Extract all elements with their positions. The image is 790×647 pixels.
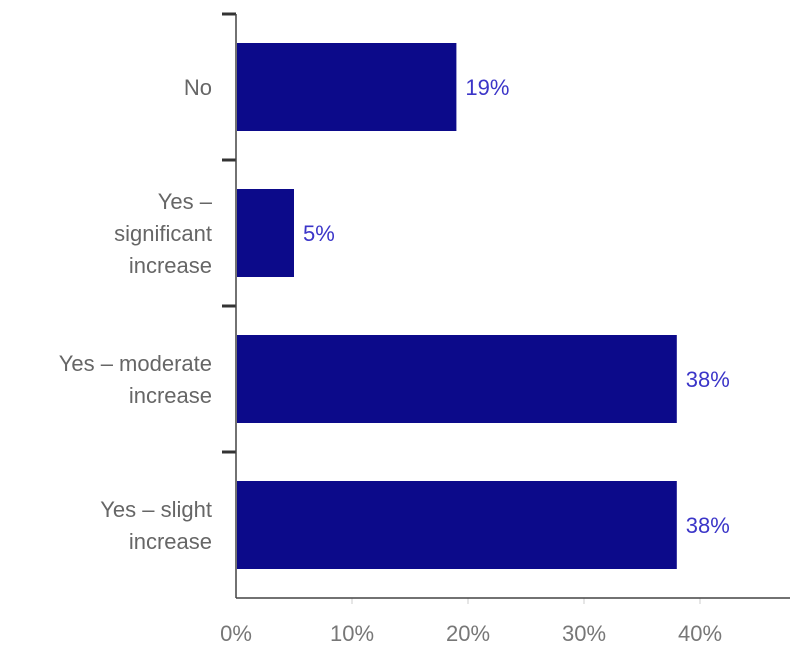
bar (237, 189, 294, 277)
bar-group (237, 43, 677, 569)
data-label: 19% (465, 75, 509, 100)
bar (237, 481, 677, 569)
category-label: No (184, 75, 212, 100)
data-label: 38% (686, 513, 730, 538)
category-label-line: increase (129, 253, 212, 278)
category-label-line: No (184, 75, 212, 100)
x-tick-group (351, 598, 701, 604)
category-label-line: Yes – (158, 189, 213, 214)
x-tick-label-group: 0%10%20%30%40%5 (220, 621, 722, 646)
x-tick-label: 10% (330, 621, 374, 646)
category-label-line: increase (129, 529, 212, 554)
category-label: Yes – slight increase (100, 497, 212, 554)
bar (237, 43, 457, 131)
category-label: Yes – moderate increase (59, 351, 212, 408)
x-tick-label: 40% (678, 621, 722, 646)
data-label: 5% (303, 221, 335, 246)
category-label: Yes – significant increase (114, 189, 213, 278)
data-label: 38% (686, 367, 730, 392)
x-tick-label: 30% (562, 621, 606, 646)
category-label-line: increase (129, 383, 212, 408)
category-label-line: Yes – moderate (59, 351, 212, 376)
category-tick-group (222, 12, 236, 454)
category-label-line: Yes – slight (100, 497, 212, 522)
x-tick-label: 20% (446, 621, 490, 646)
category-label-line: significant (114, 221, 212, 246)
x-tick-label: 0% (220, 621, 252, 646)
bar (237, 335, 677, 423)
data-label-group: 19% 5% 38% 38% (303, 75, 730, 538)
